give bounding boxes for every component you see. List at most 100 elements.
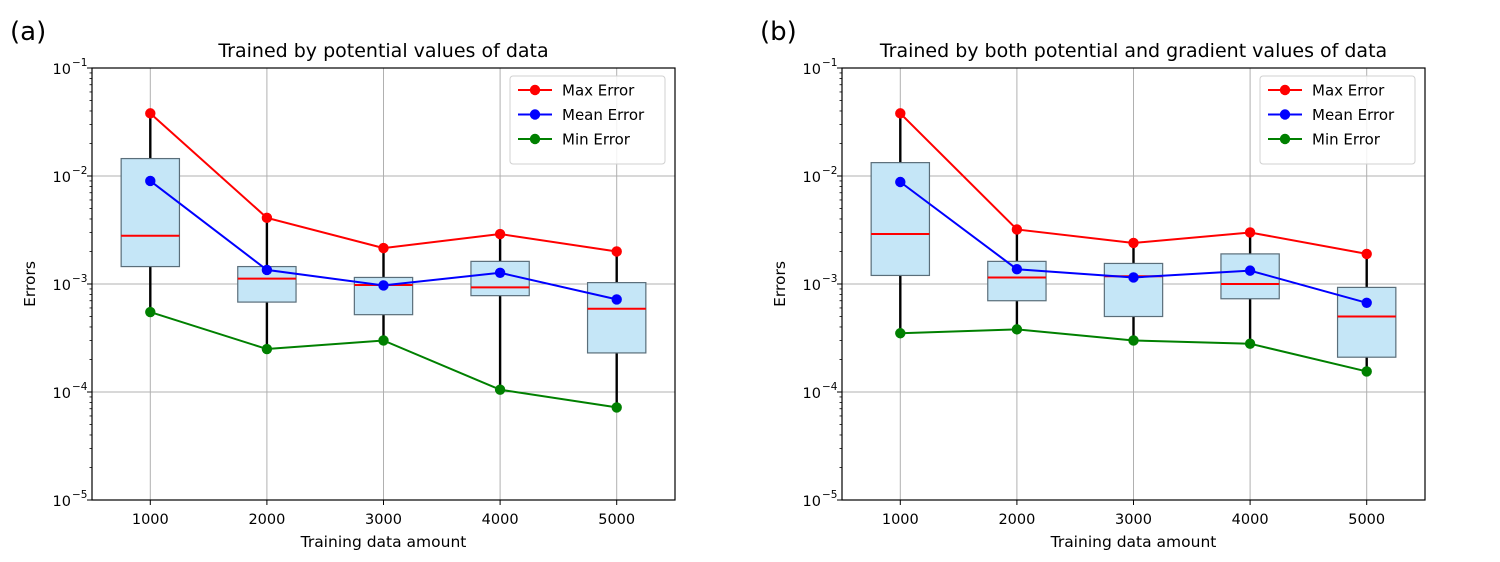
series-point-max-error (1244, 227, 1256, 238)
series-point-max-error (611, 246, 622, 257)
y-tick-label: 10 (53, 278, 71, 294)
series-point-max-error (261, 212, 273, 224)
y-tick-base: 10 (803, 494, 821, 510)
legend-label-mean-error: Mean Error (1312, 106, 1395, 124)
legend-marker-mean-error (529, 109, 541, 120)
y-tick-base: 10 (53, 170, 71, 186)
x-axis-label: Training data amount (300, 533, 467, 551)
x-tick-label: 5000 (1348, 512, 1385, 528)
y-tick-label: 10 (803, 494, 821, 510)
legend-marker-min-error (1279, 133, 1291, 145)
series-point-min-error (1011, 324, 1023, 335)
legend-label-mean-error: Mean Error (562, 106, 645, 124)
box-4000 (470, 260, 530, 297)
y-tick-exponent: −2 (822, 165, 837, 177)
y-tick-base: 10 (53, 386, 71, 402)
y-tick-exponent: −4 (72, 381, 88, 393)
box-1000 (870, 162, 931, 277)
series-point-mean-error (1011, 264, 1023, 275)
x-tick-label: 4000 (1232, 512, 1269, 528)
y-tick-exponent: −5 (822, 489, 837, 501)
y-tick-label: 10 (53, 386, 71, 402)
y-tick-base: 10 (803, 170, 821, 186)
y-tick-exponent: −5 (72, 489, 87, 501)
legend: Max Error Mean Error Min Error (509, 75, 666, 165)
series-point-max-error (895, 108, 906, 119)
series-point-max-error (145, 108, 156, 119)
legend-box (1259, 75, 1416, 165)
x-tick-label: 1000 (132, 512, 169, 528)
legend-label-max-error: Max Error (562, 82, 635, 100)
series-point-mean-error (261, 264, 273, 276)
series-point-min-error (1361, 366, 1372, 377)
legend-label-min-error: Min Error (1312, 131, 1381, 149)
legend-marker-mean-error (1279, 109, 1291, 120)
series-point-min-error (261, 343, 273, 355)
legend-label-max-error: Max Error (1312, 82, 1385, 100)
series-point-mean-error (611, 294, 622, 305)
series-point-min-error (378, 335, 389, 346)
y-tick-base: 10 (53, 62, 71, 78)
y-tick-base: 10 (803, 386, 821, 402)
series-point-mean-error (1244, 265, 1256, 276)
series-point-max-error (494, 228, 506, 240)
legend: Max Error Mean Error Min Error (1259, 75, 1416, 165)
legend-marker-max-error (529, 84, 541, 96)
box-3000 (1103, 262, 1164, 318)
y-tick-base: 10 (53, 494, 71, 510)
legend-label-min-error: Min Error (562, 131, 631, 149)
panel-label: (a) (10, 17, 46, 47)
x-tick-label: 1000 (882, 512, 919, 528)
y-tick-base: 10 (803, 62, 821, 78)
series-point-mean-error (1128, 272, 1139, 283)
y-tick-label: 10 (53, 494, 71, 510)
x-tick-label: 2000 (998, 512, 1035, 528)
y-tick-exponent: −4 (822, 381, 838, 393)
series-point-mean-error (1361, 297, 1372, 308)
x-tick-label: 4000 (482, 512, 519, 528)
box-5000 (586, 282, 647, 354)
y-tick-exponent: −1 (72, 57, 87, 69)
box-1000 (120, 157, 181, 268)
series-point-min-error (1128, 335, 1139, 346)
series-point-max-error (378, 242, 389, 254)
legend-box (509, 75, 666, 165)
series-point-mean-error (895, 176, 906, 188)
y-tick-label: 10 (803, 278, 821, 294)
series-point-min-error (494, 384, 506, 395)
legend-marker-max-error (1279, 84, 1291, 96)
panel-label: (b) (760, 17, 797, 47)
y-tick-base: 10 (803, 278, 821, 294)
y-tick-label: 10 (803, 170, 821, 186)
series-point-mean-error (378, 280, 389, 291)
series-point-min-error (145, 306, 156, 318)
legend-marker-min-error (529, 133, 541, 145)
series-point-max-error (1361, 248, 1372, 260)
series-point-min-error (895, 328, 906, 339)
y-tick-exponent: −1 (822, 57, 837, 69)
x-tick-label: 5000 (598, 512, 635, 528)
y-tick-base: 10 (53, 278, 71, 294)
x-axis-label: Training data amount (1050, 533, 1217, 551)
series-point-mean-error (494, 267, 506, 278)
series-point-max-error (1011, 224, 1023, 235)
chart-title: Trained by potential values of data (217, 40, 548, 62)
series-point-max-error (1128, 237, 1139, 249)
chart-title: Trained by both potential and gradient v… (879, 40, 1387, 62)
chart-panel-1: (b) Trained by both potential and gradien… (760, 17, 1426, 551)
series-point-min-error (1244, 338, 1256, 349)
y-tick-label: 10 (53, 170, 71, 186)
y-axis-label: Errors (771, 261, 789, 307)
series-point-min-error (611, 402, 622, 413)
y-tick-label: 10 (803, 62, 821, 78)
y-tick-exponent: −3 (72, 273, 87, 285)
y-axis-label: Errors (21, 261, 39, 307)
series-point-mean-error (145, 175, 156, 187)
x-tick-label: 2000 (248, 512, 285, 528)
y-tick-label: 10 (803, 386, 821, 402)
chart-panel-0: (a) Trained by potential values of data 10… (10, 17, 676, 551)
x-tick-label: 3000 (365, 512, 402, 528)
y-tick-exponent: −2 (72, 165, 87, 177)
x-tick-label: 3000 (1115, 512, 1152, 528)
